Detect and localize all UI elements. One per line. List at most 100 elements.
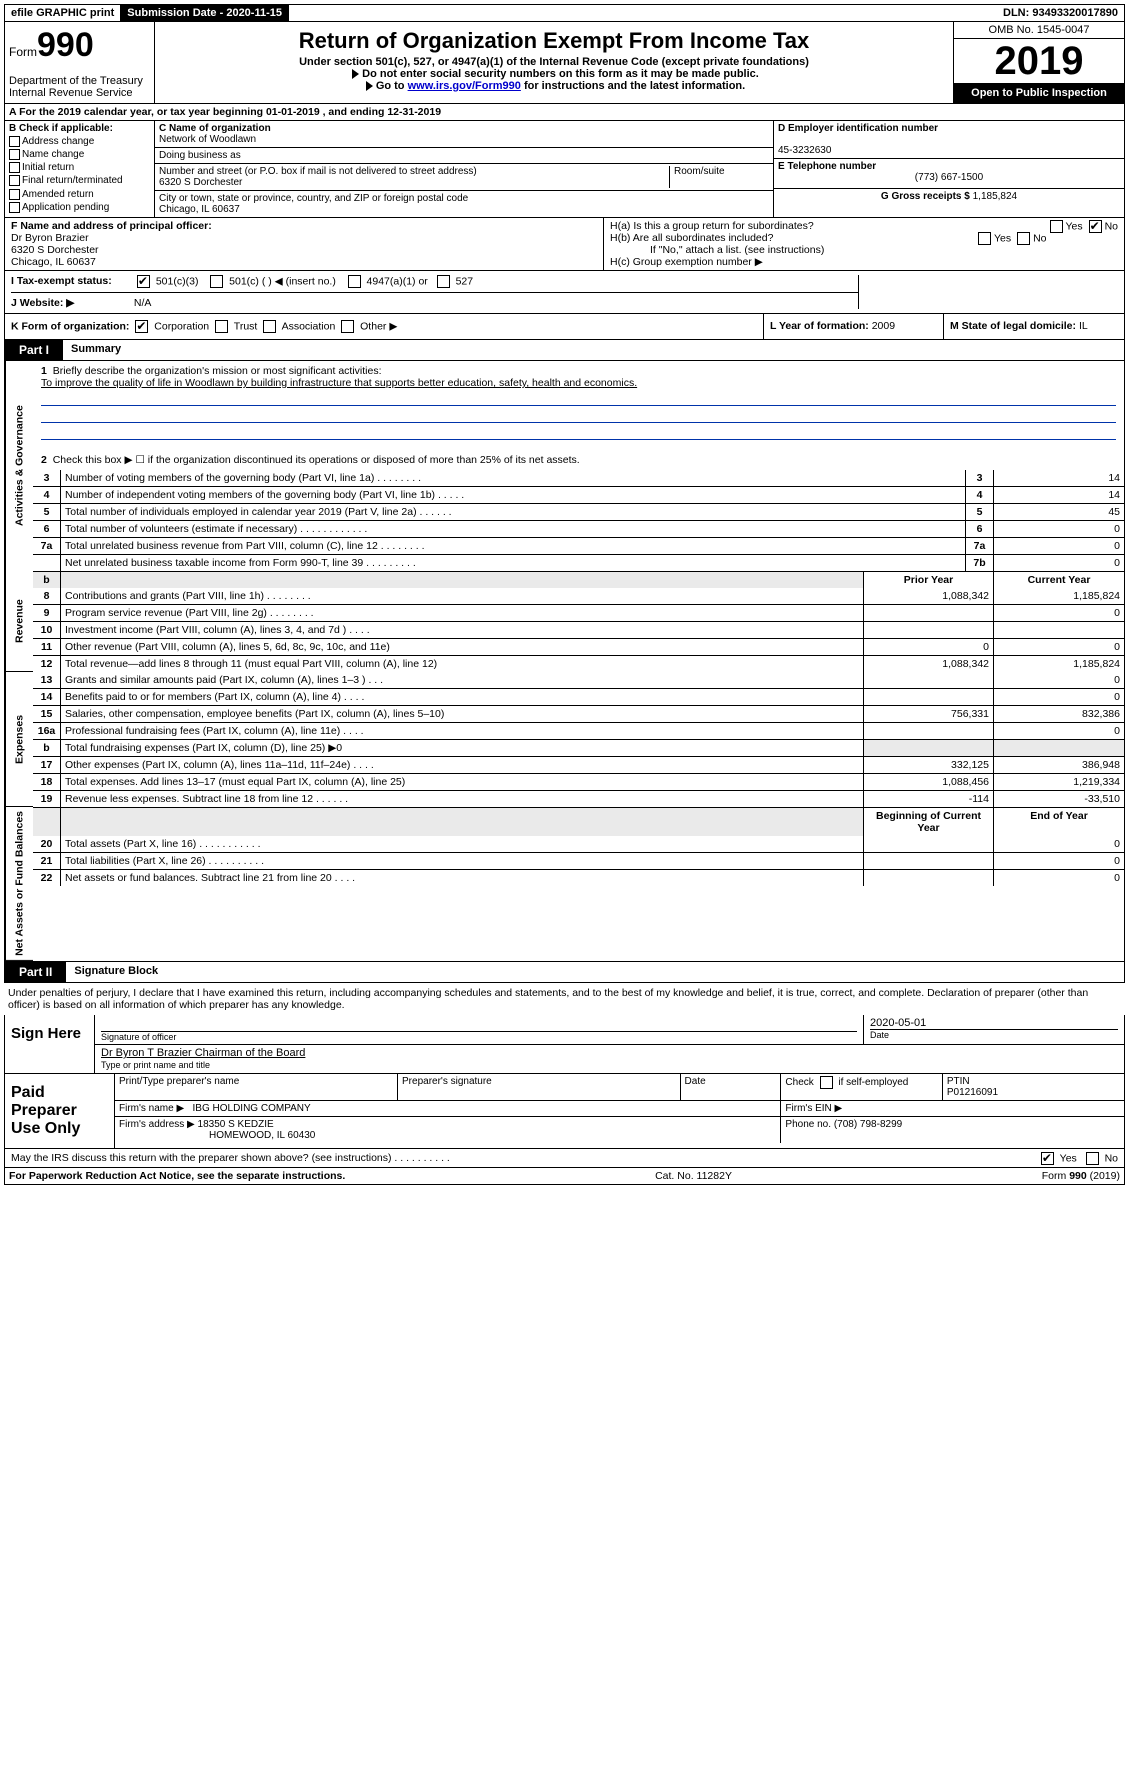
table-row: 6Total number of volunteers (estimate if…	[33, 520, 1124, 537]
table-row: 18Total expenses. Add lines 13–17 (must …	[33, 773, 1124, 790]
firm-addr-row: Firm's address ▶ 18350 S KEDZIE HOMEWOOD…	[115, 1116, 781, 1143]
officer-label: F Name and address of principal officer:	[11, 220, 597, 232]
table-row: 17Other expenses (Part IX, column (A), l…	[33, 756, 1124, 773]
sig-date-label: Date	[870, 1029, 1118, 1040]
check-name-change[interactable]: Name change	[9, 149, 150, 160]
dept-label: Department of the Treasury Internal Reve…	[9, 75, 150, 99]
ha-question: H(a) Is this a group return for subordin…	[610, 220, 1118, 232]
footer: For Paperwork Reduction Act Notice, see …	[4, 1168, 1125, 1185]
check-amended[interactable]: Amended return	[9, 189, 150, 200]
sig-officer-label: Signature of officer	[101, 1031, 857, 1042]
footer-right: Form 990 (2019)	[1042, 1170, 1120, 1182]
prep-selfemp: Check if self-employed	[781, 1074, 942, 1101]
preparer-table: Print/Type preparer's name Preparer's si…	[115, 1074, 1124, 1143]
gross-label: G Gross receipts $	[881, 191, 970, 202]
efile-btn[interactable]: efile GRAPHIC print	[5, 5, 121, 21]
mission-label: Briefly describe the organization's miss…	[53, 365, 382, 377]
vtab-expenses: Expenses	[5, 672, 33, 807]
mission-underline	[41, 391, 1116, 406]
subtitle-3: Go to www.irs.gov/Form990 for instructio…	[159, 80, 949, 92]
table-row: 22Net assets or fund balances. Subtract …	[33, 869, 1124, 886]
form-header: Form990 Department of the Treasury Inter…	[4, 22, 1125, 104]
check-app-pending[interactable]: Application pending	[9, 202, 150, 213]
table-row: 8Contributions and grants (Part VIII, li…	[33, 588, 1124, 604]
ein-label: D Employer identification number	[778, 123, 938, 134]
table-row: 11Other revenue (Part VIII, column (A), …	[33, 638, 1124, 655]
rows-rev-container: 8Contributions and grants (Part VIII, li…	[33, 588, 1124, 672]
discuss-no-check[interactable]	[1086, 1152, 1099, 1165]
omb-number: OMB No. 1545-0047	[954, 22, 1124, 39]
gross-value: 1,185,824	[973, 191, 1018, 202]
room-label: Room/suite	[669, 166, 769, 188]
prep-name-hdr: Print/Type preparer's name	[115, 1074, 398, 1101]
table-row: 4Number of independent voting members of…	[33, 486, 1124, 503]
prep-ptin: PTINP01216091	[942, 1074, 1124, 1101]
prep-sig-hdr: Preparer's signature	[398, 1074, 681, 1101]
check-other[interactable]	[341, 320, 354, 333]
paid-preparer-block: Paid Preparer Use Only Print/Type prepar…	[4, 1074, 1125, 1149]
top-bar: efile GRAPHIC print Submission Date - 20…	[4, 4, 1125, 22]
vtab-activities: Activities & Governance	[5, 361, 33, 571]
table-row: 12Total revenue—add lines 8 through 11 (…	[33, 655, 1124, 672]
irs-link[interactable]: www.irs.gov/Form990	[408, 80, 521, 92]
check-association[interactable]	[263, 320, 276, 333]
table-row: Net unrelated business taxable income fr…	[33, 554, 1124, 571]
form-title: Return of Organization Exempt From Incom…	[159, 28, 949, 54]
open-public-badge: Open to Public Inspection	[954, 83, 1124, 103]
subtitle-2: Do not enter social security numbers on …	[159, 68, 949, 80]
phone-value: (773) 667-1500	[778, 172, 1120, 183]
table-row: 10Investment income (Part VIII, column (…	[33, 621, 1124, 638]
sig-date: 2020-05-01	[870, 1017, 1118, 1029]
check-527[interactable]	[437, 275, 450, 288]
phone-label: E Telephone number	[778, 161, 876, 172]
hb-question: H(b) Are all subordinates included? Yes …	[610, 232, 1118, 244]
summary-table: Activities & Governance 1 Briefly descri…	[4, 361, 1125, 962]
check-initial-return[interactable]: Initial return	[9, 162, 150, 173]
ein-value: 45-3232630	[778, 145, 831, 156]
subtitle-1: Under section 501(c), 527, or 4947(a)(1)…	[159, 56, 949, 68]
city-label: City or town, state or province, country…	[159, 193, 468, 204]
prep-date-hdr: Date	[680, 1074, 781, 1101]
org-name: Network of Woodlawn	[159, 134, 256, 145]
check-final-return[interactable]: Final return/terminated	[9, 175, 150, 186]
form-number: Form990	[9, 26, 150, 65]
row-a-tax-year: A For the 2019 calendar year, or tax yea…	[4, 104, 1125, 121]
year-formation: 2009	[872, 320, 895, 332]
check-corporation[interactable]	[135, 320, 148, 333]
part1-title: Summary	[63, 340, 129, 360]
b-title: B Check if applicable:	[9, 123, 150, 134]
check-address-change[interactable]: Address change	[9, 136, 150, 147]
table-row: 7aTotal unrelated business revenue from …	[33, 537, 1124, 554]
officer-print-name: Dr Byron T Brazier Chairman of the Board	[101, 1047, 1118, 1059]
part1-header: Part I Summary	[4, 340, 1125, 361]
submission-date-label: Submission Date - 2020-11-15	[121, 5, 289, 21]
part2-header: Part II Signature Block	[4, 962, 1125, 983]
mission-underline	[41, 425, 1116, 440]
discuss-row: May the IRS discuss this return with the…	[4, 1149, 1125, 1168]
sign-here-label: Sign Here	[5, 1015, 95, 1073]
hc-question: H(c) Group exemption number ▶	[610, 256, 1118, 268]
paid-preparer-label: Paid Preparer Use Only	[5, 1074, 115, 1148]
rows-exp-container: 13Grants and similar amounts paid (Part …	[33, 672, 1124, 807]
row-ij: I Tax-exempt status: 501(c)(3) 501(c) ( …	[4, 271, 1125, 314]
q2-text: Check this box ▶ ☐ if the organization d…	[53, 454, 580, 466]
table-row: 16aProfessional fundraising fees (Part I…	[33, 722, 1124, 739]
table-row: 21Total liabilities (Part X, line 26) . …	[33, 852, 1124, 869]
check-501c3[interactable]	[137, 275, 150, 288]
check-trust[interactable]	[215, 320, 228, 333]
addr-label: Number and street (or P.O. box if mail i…	[159, 166, 477, 177]
rows-na-container: 20Total assets (Part X, line 16) . . . .…	[33, 836, 1124, 886]
table-row: 3Number of voting members of the governi…	[33, 470, 1124, 486]
print-name-label: Type or print name and title	[101, 1060, 210, 1070]
mission-text: To improve the quality of life in Woodla…	[41, 377, 637, 389]
check-4947[interactable]	[348, 275, 361, 288]
check-501c[interactable]	[210, 275, 223, 288]
row-i: I Tax-exempt status: 501(c)(3) 501(c) ( …	[11, 275, 858, 288]
mission-underline	[41, 408, 1116, 423]
vtab-netassets: Net Assets or Fund Balances	[5, 807, 33, 961]
firm-name-row: Firm's name ▶ IBG HOLDING COMPANY	[115, 1100, 781, 1116]
discuss-yes-check[interactable]	[1041, 1152, 1054, 1165]
row-k: K Form of organization: Corporation Trus…	[4, 314, 1125, 340]
officer-addr2: Chicago, IL 60637	[11, 256, 597, 268]
row-j: J Website: ▶ N/A	[11, 292, 858, 309]
